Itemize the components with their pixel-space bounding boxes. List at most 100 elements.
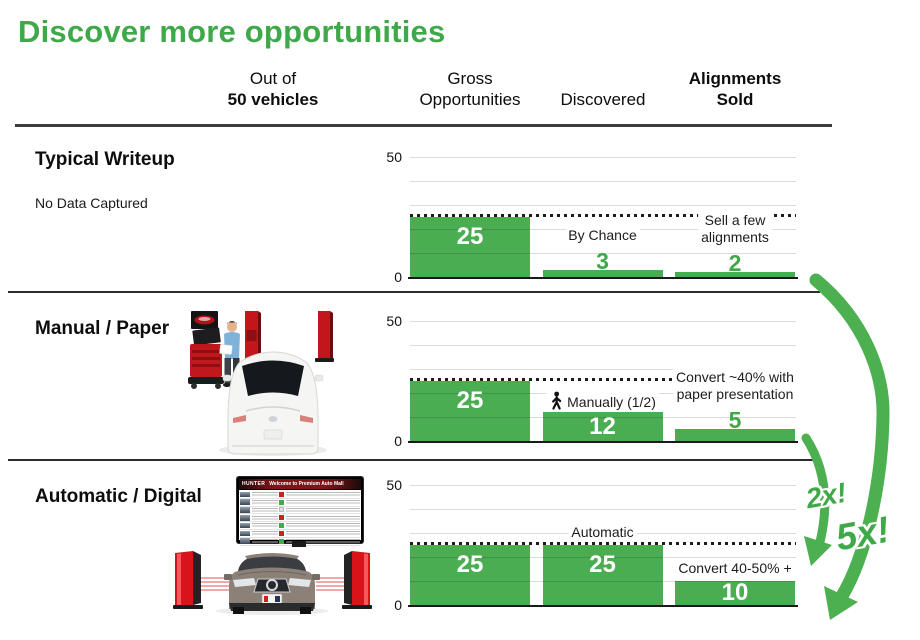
monitor-vehicle-row (240, 522, 360, 530)
automatic-digital-illustration (173, 551, 372, 615)
annotation-line: Convert 40-50% + (678, 560, 792, 576)
bar-value-label: 12 (589, 412, 616, 440)
bar-gross-opportunities (410, 381, 530, 441)
gridline (410, 345, 796, 346)
column-header-line: Gross (447, 69, 493, 88)
annotation-line: Manually (1/2) (549, 391, 656, 411)
monitor-brand-logo: HUNTER (242, 481, 266, 487)
column-header-line: 50 vehicles (227, 90, 319, 109)
bar-gross-opportunities (410, 217, 530, 277)
status-chip (279, 499, 284, 505)
inspection-result-text (285, 515, 360, 521)
gridline (410, 581, 796, 582)
annotation-line: Sell a few (704, 212, 766, 229)
vehicle-thumbnail (240, 522, 250, 529)
row-separator (8, 291, 820, 293)
gridline (410, 253, 796, 254)
row-heading-manual-paper: Manual / Paper (35, 318, 170, 339)
annotation-line: paper presentation (676, 386, 794, 402)
status-chip (279, 491, 284, 497)
manual-paper-illustration (188, 311, 334, 456)
bar-value-label: 25 (456, 387, 484, 414)
gridline (410, 485, 796, 486)
x-axis (408, 441, 798, 443)
car-front (224, 553, 320, 614)
row-note-no-data-captured: No Data Captured (35, 195, 148, 211)
car-rear (222, 351, 324, 455)
annotation-line: Convert ~40% with (676, 369, 794, 385)
bar-discovered (542, 269, 663, 277)
annotation-text: Manually (1/2) (567, 394, 656, 411)
status-chip (279, 507, 284, 513)
row-heading-typical-writeup: Typical Writeup (35, 149, 175, 170)
monitor-vehicle-row (240, 507, 360, 515)
bar-value-label: 10 (721, 579, 749, 606)
y-tick-label-0: 0 (394, 597, 402, 613)
growth-arrows (801, 273, 890, 620)
bar-alignments-sold (675, 272, 795, 277)
column-header-line: Sold (716, 90, 754, 109)
gridline (410, 321, 796, 322)
big-growth-arrow (809, 273, 890, 620)
status-chip (279, 515, 284, 521)
column-header-out-of: Out of 50 vehicles (193, 68, 353, 110)
results-monitor: HUNTER Welcome to Premium Auto Mall (237, 477, 363, 546)
page-title: Discover more opportunities (18, 14, 446, 49)
y-tick-label-0: 0 (394, 433, 402, 449)
vehicle-thumbnail (240, 507, 250, 513)
hunter-sign (191, 311, 218, 329)
bar-value-label: 5 (728, 407, 742, 433)
vehicle-thumbnail (240, 491, 250, 498)
laser-beams (201, 577, 344, 591)
status-chip (279, 538, 284, 544)
monitor-stand (292, 541, 306, 547)
vehicle-info-text (251, 492, 278, 497)
bar-value-label: 3 (596, 247, 609, 274)
column-header-discovered: Discovered (523, 89, 683, 110)
annotation-sell-a-few-alignments: Sell a few alignments (698, 212, 772, 247)
bar-discovered (542, 412, 663, 441)
alignment-console (188, 327, 224, 389)
monitor-vehicle-list (239, 490, 361, 546)
row-heading-automatic-digital: Automatic / Digital (35, 486, 202, 507)
inspection-result-text (285, 499, 360, 505)
gridline (410, 369, 796, 370)
alignment-tower-right (315, 311, 334, 362)
gridline (410, 557, 796, 558)
gridline (410, 181, 796, 182)
monitor-welcome-text: Welcome to Premium Auto Mall (269, 481, 344, 487)
vehicle-info-text (251, 499, 278, 505)
annotation-convert-40-50-: Convert 40-50% + (675, 560, 795, 577)
vehicle-info-text (251, 523, 278, 528)
y-tick-label-0: 0 (394, 269, 402, 285)
vehicle-info-text (251, 515, 278, 521)
reference-line-25 (410, 214, 796, 217)
inspection-result-text (285, 523, 360, 528)
vehicle-thumbnail (240, 538, 250, 544)
vehicle-info-text (251, 507, 278, 513)
annotation-line: Automatic (571, 524, 634, 540)
inspection-result-text (285, 538, 360, 544)
annotation-automatic: Automatic (568, 524, 637, 541)
reference-line-25 (410, 378, 796, 381)
bar-gross-opportunities (410, 545, 530, 605)
status-chip (279, 530, 284, 536)
row-separator (8, 459, 820, 461)
vehicle-info-text (251, 531, 278, 536)
column-header-line: Discovered (560, 90, 646, 109)
y-tick-label-50: 50 (386, 313, 402, 329)
status-chip (279, 523, 284, 529)
bar-value-label: 25 (456, 223, 484, 250)
monitor-vehicle-row (240, 499, 360, 507)
bar-discovered (542, 545, 663, 605)
walking-person-icon (551, 391, 561, 410)
vehicle-thumbnail (240, 530, 250, 537)
annotation-line: By Chance (568, 226, 637, 243)
monitor-vehicle-row (240, 530, 360, 538)
gridline (410, 417, 796, 418)
small-growth-arrow (801, 433, 832, 566)
monitor-header: HUNTER Welcome to Premium Auto Mall (239, 479, 361, 489)
inspection-result-text (285, 492, 360, 497)
bar-value-label: 25 (589, 551, 616, 578)
